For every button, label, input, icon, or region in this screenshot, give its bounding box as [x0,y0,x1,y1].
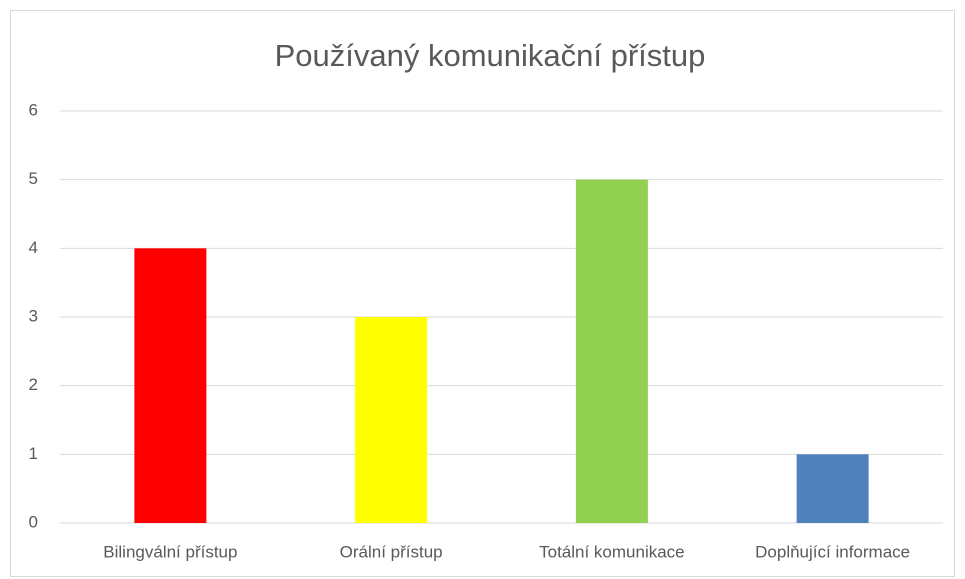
bar [796,454,869,523]
y-tick-label: 6 [29,100,38,119]
x-tick-label: Totální komunikace [539,542,685,561]
bar [575,179,648,523]
bar [134,248,207,524]
y-tick-label: 5 [29,169,38,188]
bar [355,317,428,523]
chart-title: Používaný komunikační přístup [275,38,706,73]
y-tick-label: 4 [29,238,38,257]
y-tick-label: 1 [29,444,38,463]
y-tick-label: 2 [29,375,38,394]
x-tick-label: Orální přístup [340,542,443,561]
y-tick-label: 0 [29,512,38,531]
y-tick-label: 3 [29,306,38,325]
x-tick-label: Doplňující informace [755,542,910,561]
x-tick-label: Bilingvální přístup [103,542,237,561]
